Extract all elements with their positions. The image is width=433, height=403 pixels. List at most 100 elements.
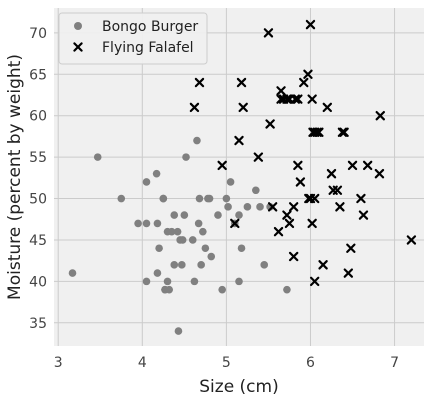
point-flying-falafel — [234, 135, 244, 146]
point-flying-falafel — [303, 69, 313, 79]
point-flying-falafel — [267, 202, 278, 212]
point-bongo-burger — [155, 244, 163, 253]
point-flying-falafel — [273, 226, 284, 237]
point-flying-falafel — [339, 127, 349, 137]
point-bongo-burger — [199, 227, 207, 236]
point-bongo-burger — [152, 169, 161, 178]
point-bongo-burger — [174, 327, 183, 335]
point-bongo-burger — [142, 277, 151, 286]
point-bongo-burger — [222, 194, 231, 203]
point-flying-falafel — [282, 94, 292, 104]
point-bongo-burger — [252, 186, 260, 195]
point-flying-falafel — [189, 102, 200, 113]
point-bongo-burger — [170, 211, 179, 219]
point-bongo-burger — [117, 194, 126, 203]
legend-marker-flying-falafel — [73, 42, 83, 52]
point-bongo-burger — [283, 285, 291, 294]
y-axis-label: Moisture (percent by weight) — [5, 54, 25, 300]
point-flying-falafel — [238, 102, 248, 113]
legend-marker-bongo-burger — [74, 22, 82, 30]
point-bongo-burger — [218, 285, 226, 294]
point-bongo-burger — [205, 194, 214, 203]
point-flying-falafel — [295, 177, 306, 187]
point-bongo-burger — [214, 211, 222, 219]
point-bongo-burger — [165, 285, 174, 294]
point-bongo-burger — [194, 219, 203, 228]
x-tick-label: 4 — [138, 355, 147, 371]
point-flying-falafel — [299, 77, 309, 88]
point-bongo-burger — [237, 244, 246, 253]
point-bongo-burger — [163, 277, 172, 286]
y-tick-label: 35 — [29, 316, 47, 332]
point-bongo-burger — [134, 219, 142, 228]
point-bongo-burger — [180, 211, 189, 219]
point-flying-falafel — [307, 218, 317, 229]
point-bongo-burger — [142, 178, 151, 186]
point-flying-falafel — [406, 235, 417, 245]
point-flying-falafel — [335, 202, 345, 212]
point-bongo-burger — [256, 203, 264, 211]
y-tick-label: 40 — [29, 274, 47, 290]
y-tick-label: 60 — [29, 109, 47, 125]
point-flying-falafel — [322, 102, 332, 113]
point-bongo-burger — [224, 203, 232, 211]
point-bongo-burger — [226, 178, 235, 186]
point-flying-falafel — [332, 185, 343, 195]
x-axis-tick-labels: 3 4 5 6 7 — [54, 355, 399, 371]
point-bongo-burger — [93, 153, 102, 161]
point-flying-falafel — [217, 160, 227, 171]
point-flying-falafel — [293, 160, 303, 171]
point-flying-falafel — [309, 276, 320, 287]
point-bongo-burger — [153, 269, 162, 277]
point-bongo-burger — [142, 219, 151, 228]
point-flying-falafel — [284, 218, 295, 229]
point-bongo-burger — [188, 236, 197, 244]
x-tick-label: 3 — [54, 355, 63, 371]
y-axis-tick-labels: 35 40 45 50 55 60 65 70 — [29, 26, 47, 332]
point-bongo-burger — [178, 261, 186, 269]
point-bongo-burger — [201, 244, 210, 253]
legend: Bongo Burger Flying Falafel — [58, 12, 208, 65]
point-flying-falafel — [343, 268, 354, 278]
point-flying-falafel — [236, 77, 247, 88]
point-bongo-burger — [182, 153, 190, 161]
point-bongo-burger — [68, 269, 77, 277]
point-flying-falafel — [265, 119, 275, 129]
point-flying-falafel — [305, 19, 316, 30]
point-flying-falafel — [288, 251, 299, 262]
point-flying-falafel — [282, 210, 292, 220]
point-flying-falafel — [326, 168, 337, 179]
x-tick-label: 5 — [222, 355, 231, 371]
point-flying-falafel — [263, 28, 274, 38]
point-bongo-burger — [159, 194, 168, 203]
point-bongo-burger — [178, 236, 187, 244]
y-tick-label: 55 — [29, 150, 47, 166]
point-flying-falafel — [304, 193, 314, 204]
point-bongo-burger — [173, 227, 182, 236]
x-tick-label: 6 — [306, 355, 315, 371]
point-flying-falafel — [375, 110, 385, 121]
point-bongo-burger — [190, 277, 199, 286]
legend-label-bongo-burger: Bongo Burger — [102, 19, 198, 35]
point-flying-falafel — [276, 86, 286, 96]
point-flying-falafel — [318, 260, 328, 270]
point-flying-falafel — [230, 218, 240, 229]
legend-label-flying-falafel: Flying Falafel — [102, 40, 194, 56]
y-tick-label: 65 — [29, 67, 47, 83]
point-bongo-burger — [197, 261, 205, 269]
point-bongo-burger — [193, 136, 201, 145]
point-bongo-burger — [167, 227, 176, 236]
point-flying-falafel — [253, 152, 264, 162]
y-tick-label: 50 — [29, 192, 47, 208]
point-flying-falafel — [337, 127, 348, 137]
point-flying-falafel — [194, 77, 205, 88]
point-bongo-burger — [235, 211, 243, 219]
point-bongo-burger — [170, 261, 179, 269]
point-flying-falafel — [290, 94, 301, 104]
point-flying-falafel — [307, 94, 317, 104]
point-bongo-burger — [153, 219, 162, 228]
point-flying-falafel — [356, 193, 366, 204]
legend-x-marker — [73, 42, 83, 52]
point-bongo-burger — [235, 277, 243, 286]
point-flying-falafel — [347, 160, 358, 171]
